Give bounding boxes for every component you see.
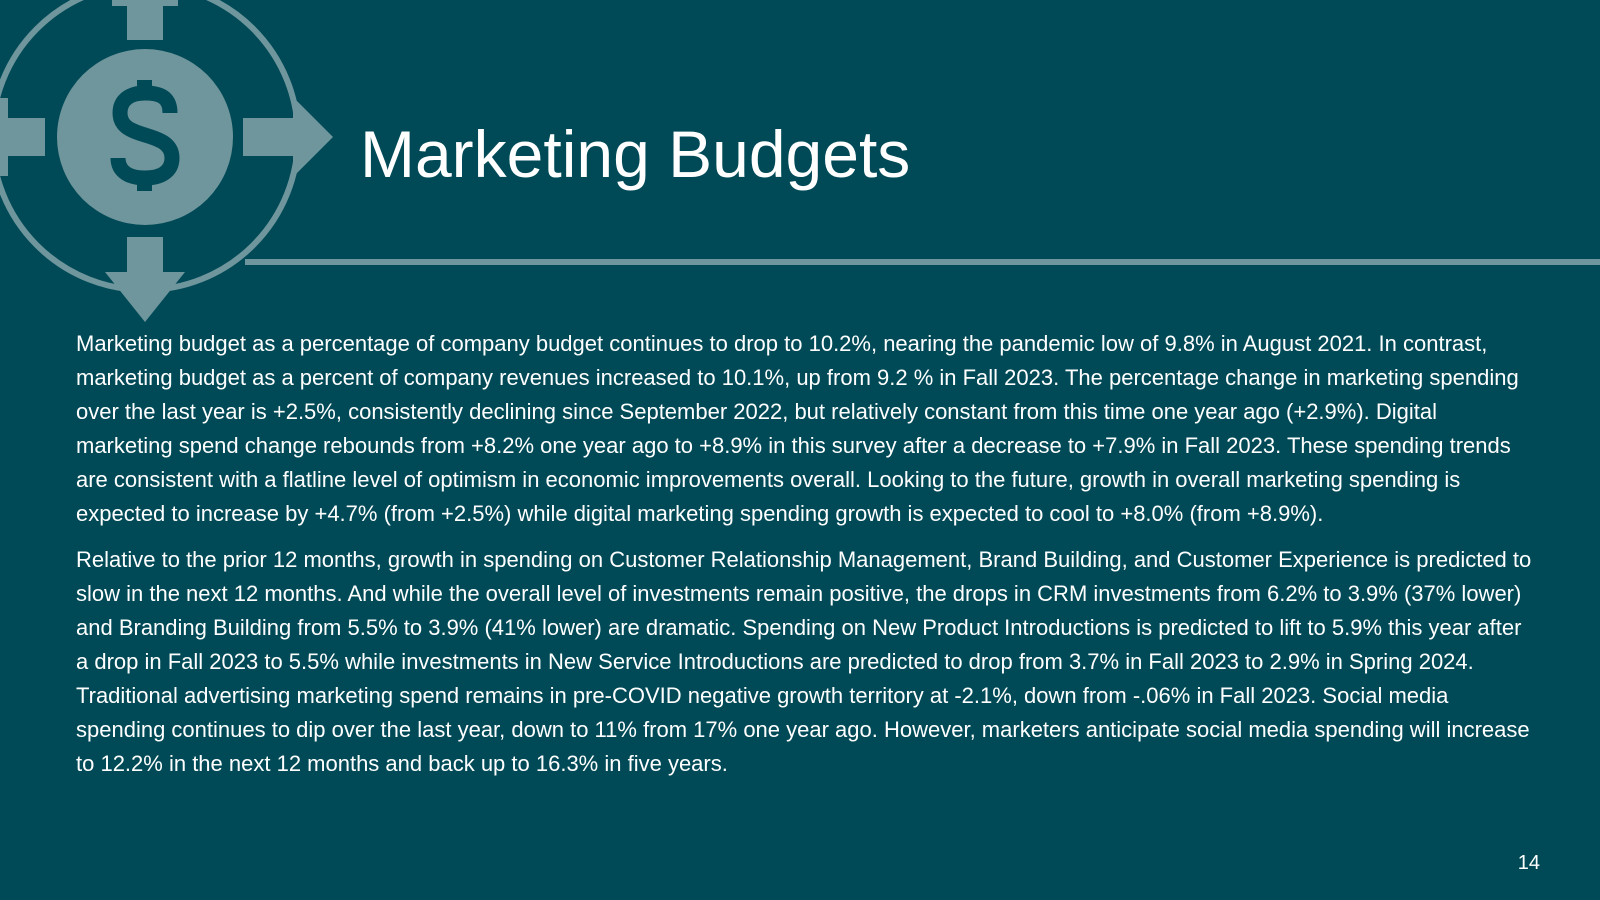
body-text: Marketing budget as a percentage of comp… [76, 327, 1536, 793]
page-title: Marketing Budgets [360, 117, 911, 191]
dollar-arrows-icon [0, 0, 333, 322]
paragraph-budget-overview: Marketing budget as a percentage of comp… [76, 331, 1519, 526]
paragraph-spending-categories: Relative to the prior 12 months, growth … [76, 547, 1532, 776]
page-number: 14 [1517, 852, 1540, 874]
title-divider [245, 259, 1600, 265]
